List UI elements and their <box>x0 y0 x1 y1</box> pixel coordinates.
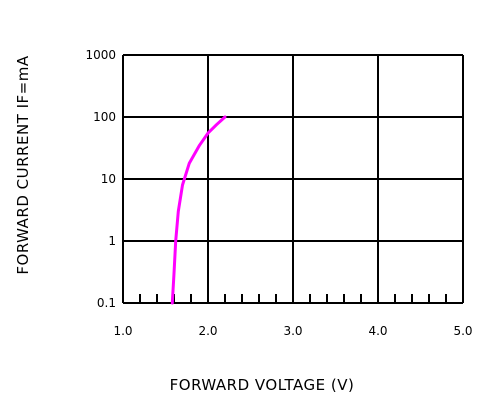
y-tick-label: 1000 <box>85 48 116 62</box>
y-tick-label: 100 <box>93 110 116 124</box>
y-axis-title: FORWARD CURRENT IF=mA <box>14 55 32 274</box>
x-tick-label: 4.0 <box>368 324 387 338</box>
x-tick-label: 3.0 <box>283 324 302 338</box>
y-tick-label: 1 <box>108 234 116 248</box>
x-tick-label: 2.0 <box>198 324 217 338</box>
x-tick-label: 1.0 <box>113 324 132 338</box>
tick-labels: 1.0 2.0 3.0 4.0 5.0 0.1 1 10 100 1000 <box>85 48 472 338</box>
x-axis-title: FORWARD VOLTAGE (V) <box>170 376 355 394</box>
x-tick-label: 5.0 <box>453 324 472 338</box>
series-line <box>170 115 227 305</box>
y-tick-label: 0.1 <box>97 296 116 310</box>
y-tick-label: 10 <box>101 172 116 186</box>
